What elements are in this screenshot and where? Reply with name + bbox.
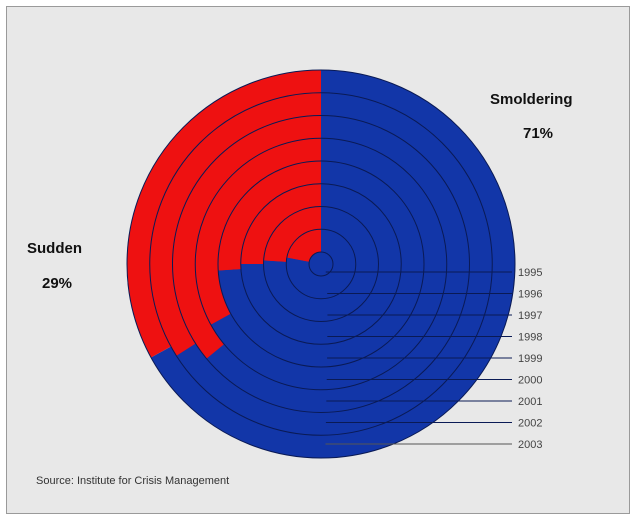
ring-outline-1998 <box>240 183 402 345</box>
year-label-1998: 1998 <box>518 332 542 344</box>
year-label-2001: 2001 <box>518 396 542 408</box>
year-label-2002: 2002 <box>518 418 542 430</box>
year-label-2000: 2000 <box>518 375 542 387</box>
ring-1995 <box>308 251 334 277</box>
year-label-1995: 1995 <box>518 267 542 279</box>
ring-outline-1999 <box>217 160 425 368</box>
ring-outline-1996 <box>285 228 357 300</box>
slice-smoldering-1995 <box>309 252 333 276</box>
label-sudden: Sudden <box>27 240 82 257</box>
ring-outline-1997 <box>263 206 379 322</box>
ring-outline-2001 <box>172 115 470 413</box>
percent-smoldering: 71% <box>523 125 553 142</box>
ring-outline-1995 <box>308 251 334 277</box>
ring-outline-2002 <box>149 92 493 436</box>
year-label-1996: 1996 <box>518 289 542 301</box>
year-label-1997: 1997 <box>518 310 542 322</box>
year-label-1999: 1999 <box>518 353 542 365</box>
year-label-2003: 2003 <box>518 439 542 451</box>
source-note: Source: Institute for Crisis Management <box>36 475 229 487</box>
label-smoldering: Smoldering <box>490 91 573 108</box>
ring-outline-2000 <box>194 137 448 391</box>
ring-outline-2003 <box>126 69 516 459</box>
percent-sudden: 29% <box>42 275 72 292</box>
